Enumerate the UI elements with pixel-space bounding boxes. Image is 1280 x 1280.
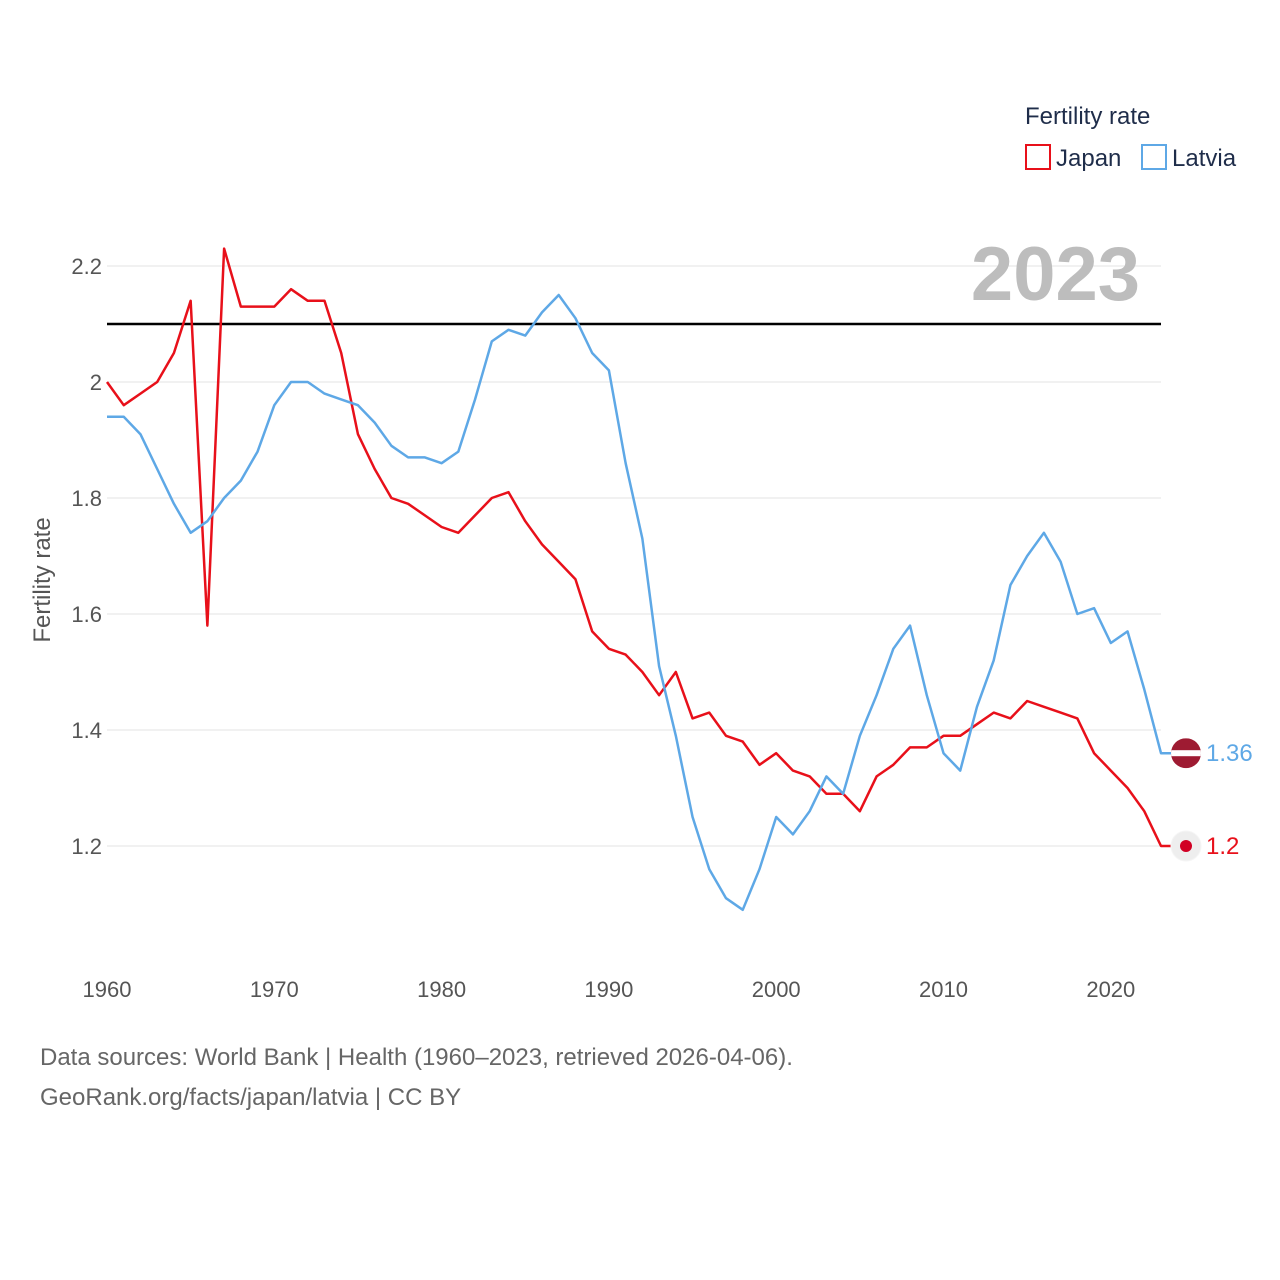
legend-swatch-latvia bbox=[1141, 144, 1167, 170]
y-tick-label: 2.2 bbox=[71, 254, 102, 279]
y-tick-label: 1.8 bbox=[71, 486, 102, 511]
x-tick-label: 2010 bbox=[919, 977, 968, 1002]
x-tick-label: 1970 bbox=[250, 977, 299, 1002]
year-label: 2023 bbox=[971, 232, 1140, 317]
end-value-label-latvia: 1.36 bbox=[1206, 740, 1253, 767]
japan-flag-border bbox=[1170, 830, 1202, 862]
legend-title: Fertility rate bbox=[1025, 103, 1150, 130]
x-tick-label: 2000 bbox=[752, 977, 801, 1002]
latvia-flag-white-stripe bbox=[1171, 750, 1201, 757]
y-axis-title: Fertility rate bbox=[29, 517, 56, 642]
legend-label-latvia: Latvia bbox=[1172, 145, 1237, 172]
y-axis-ticks: 1.2 1.4 1.6 1.8 2 2.2 bbox=[71, 254, 102, 859]
legend-label-japan: Japan bbox=[1056, 145, 1121, 172]
end-markers: 1.2 1.36 bbox=[1170, 738, 1253, 862]
legend: Fertility rate Japan Latvia bbox=[1025, 103, 1237, 172]
footer-source: Data sources: World Bank | Health (1960–… bbox=[40, 1044, 793, 1071]
gridlines bbox=[107, 265, 1161, 847]
end-value-label-japan: 1.2 bbox=[1206, 833, 1239, 860]
x-tick-label: 1960 bbox=[83, 977, 132, 1002]
x-axis-ticks: 1960 1970 1980 1990 2000 2010 2020 bbox=[83, 977, 1136, 1002]
series-line-latvia bbox=[107, 293, 1186, 912]
x-tick-label: 1990 bbox=[584, 977, 633, 1002]
series-line-japan bbox=[105, 247, 1186, 848]
series-lines bbox=[105, 247, 1186, 912]
legend-swatch-japan bbox=[1025, 144, 1051, 170]
y-tick-label: 2 bbox=[90, 370, 102, 395]
japan-flag-disc bbox=[1180, 840, 1192, 852]
x-tick-label: 2020 bbox=[1086, 977, 1135, 1002]
x-tick-label: 1980 bbox=[417, 977, 466, 1002]
y-tick-label: 1.6 bbox=[71, 602, 102, 627]
y-tick-label: 1.4 bbox=[71, 718, 102, 743]
latvia-flag-marker bbox=[1171, 738, 1201, 769]
footer-credit: GeoRank.org/facts/japan/latvia | CC BY bbox=[40, 1084, 462, 1111]
y-tick-label: 1.2 bbox=[71, 834, 102, 859]
